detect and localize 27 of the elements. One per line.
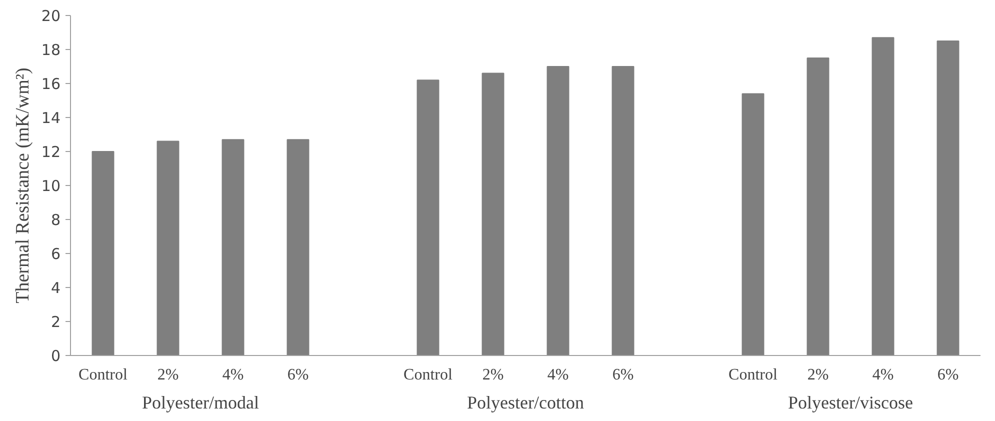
y-tick-label: 18 (41, 41, 61, 59)
x-tick-label: Control (78, 366, 128, 384)
y-tick-label: 10 (41, 177, 61, 195)
y-tick-label: 20 (41, 7, 61, 25)
text: Polyester/cotton (467, 392, 584, 412)
y-tick-label: 16 (41, 75, 61, 93)
text: Polyester/viscose (788, 392, 913, 412)
x-tick-label: 6% (937, 366, 959, 384)
x-tick-label: 6% (287, 366, 309, 384)
x-tick-label: 2% (157, 366, 179, 384)
y-tick-label: 14 (41, 109, 61, 127)
x-tick-label: 2% (482, 366, 504, 384)
x-tick-label: Control (728, 366, 778, 384)
y-tick-label: 8 (50, 211, 61, 229)
y-tick-label: 12 (41, 143, 61, 161)
x-tick-label: 4% (547, 366, 569, 384)
x-tick-label: 6% (612, 366, 634, 384)
y-tick-label: 2 (50, 313, 61, 331)
y-tick-label: 6 (50, 245, 61, 263)
y-tick-label: 0 (50, 347, 61, 365)
x-tick-label: 2% (807, 366, 829, 384)
y-axis-title: Thermal Resistance (mK/wm²) (12, 68, 34, 304)
x-tick-label: Control (404, 366, 453, 384)
y-tick-label: 4 (50, 279, 61, 297)
text: Polyester/modal (142, 392, 259, 412)
x-tick-label: 4% (222, 366, 244, 384)
x-tick-label: 4% (872, 366, 894, 384)
